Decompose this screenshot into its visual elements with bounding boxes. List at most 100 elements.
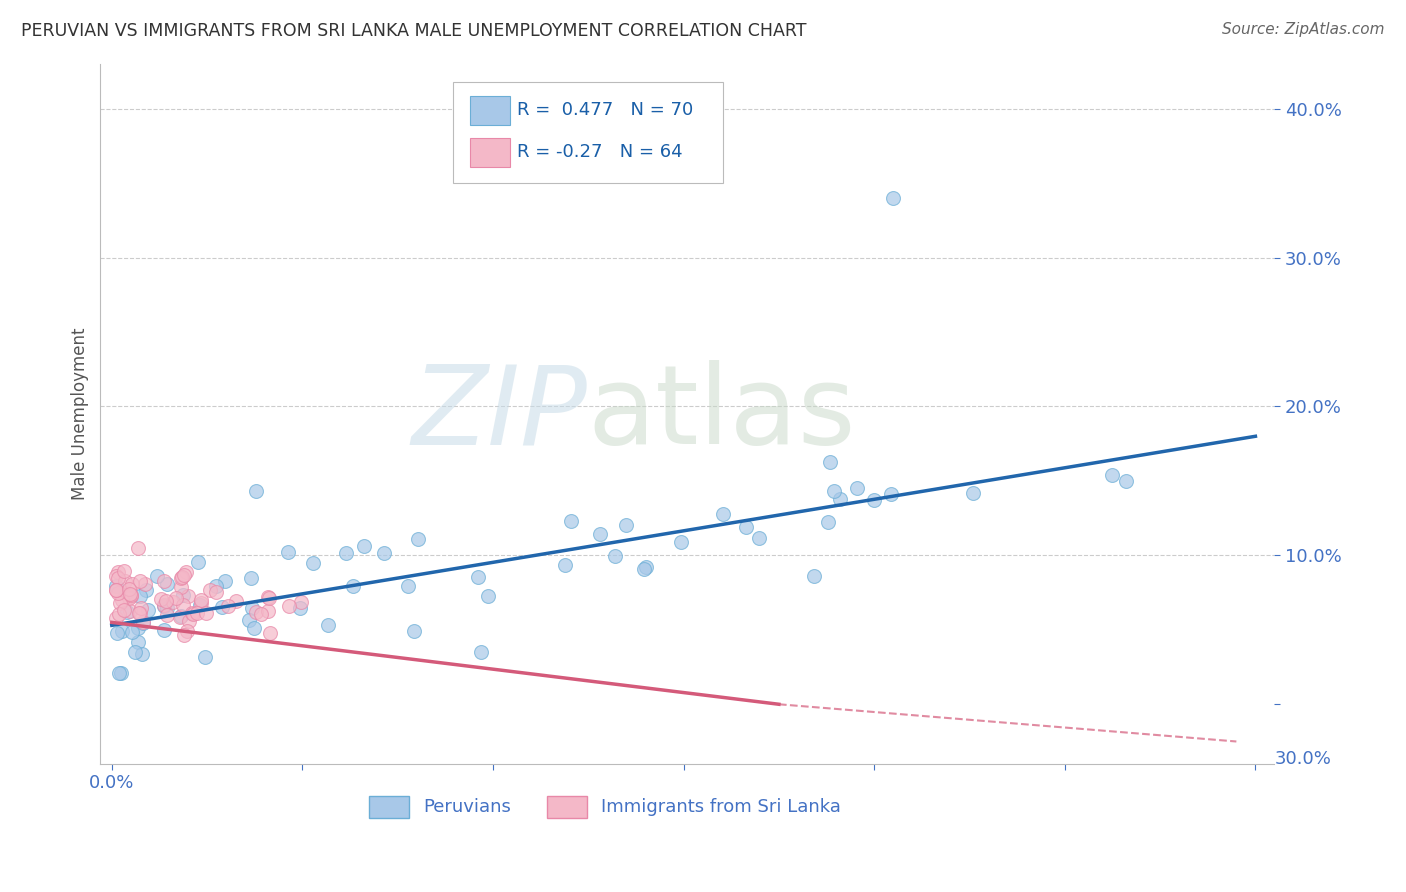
Point — [107, 571, 129, 585]
Point — [132, 615, 155, 629]
Point — [818, 455, 841, 469]
Point — [467, 570, 489, 584]
Point — [803, 569, 825, 583]
Point — [470, 645, 492, 659]
Point — [211, 599, 233, 614]
Point — [111, 593, 134, 607]
Point — [181, 606, 204, 620]
Point — [560, 514, 582, 528]
Point — [353, 539, 375, 553]
Point — [115, 586, 138, 600]
Text: PERUVIAN VS IMMIGRANTS FROM SRI LANKA MALE UNEMPLOYMENT CORRELATION CHART: PERUVIAN VS IMMIGRANTS FROM SRI LANKA MA… — [21, 22, 807, 40]
Point — [131, 648, 153, 662]
Point — [962, 485, 984, 500]
Point — [131, 615, 153, 630]
Point — [748, 531, 770, 545]
Point — [105, 626, 128, 640]
Point — [408, 532, 430, 546]
Text: 30.0%: 30.0% — [1274, 750, 1331, 768]
Point — [198, 583, 221, 598]
Point — [104, 611, 127, 625]
Text: atlas: atlas — [588, 360, 856, 467]
Point — [118, 582, 141, 596]
Point — [156, 577, 179, 591]
Text: R = -0.27   N = 64: R = -0.27 N = 64 — [517, 144, 683, 161]
Point — [108, 666, 131, 681]
Point — [128, 606, 150, 620]
Point — [245, 605, 267, 619]
Point — [342, 579, 364, 593]
Point — [404, 624, 426, 638]
Point — [111, 624, 134, 638]
Point — [108, 596, 131, 610]
FancyBboxPatch shape — [470, 137, 510, 167]
Point — [169, 609, 191, 624]
Text: R =  0.477   N = 70: R = 0.477 N = 70 — [517, 102, 693, 120]
Point — [150, 592, 173, 607]
Point — [633, 562, 655, 576]
Point — [112, 603, 135, 617]
Point — [477, 589, 499, 603]
Point — [156, 608, 179, 623]
Y-axis label: Male Unemployment: Male Unemployment — [72, 327, 89, 500]
Point — [373, 546, 395, 560]
Point — [152, 574, 174, 589]
Point — [603, 549, 626, 563]
Point — [181, 607, 204, 622]
Text: ZIP: ZIP — [412, 360, 588, 467]
Point — [108, 607, 131, 622]
Point — [176, 624, 198, 638]
Point — [172, 588, 194, 602]
Point — [124, 645, 146, 659]
Point — [118, 591, 141, 605]
Point — [153, 599, 176, 613]
Point — [165, 591, 187, 605]
Point — [243, 621, 266, 635]
Point — [614, 517, 637, 532]
Point — [225, 594, 247, 608]
Point — [204, 585, 226, 599]
Point — [153, 598, 176, 612]
Point — [245, 484, 267, 499]
Point — [882, 191, 904, 205]
Point — [1115, 474, 1137, 488]
Point — [238, 614, 260, 628]
Point — [277, 544, 299, 558]
Point — [316, 618, 339, 632]
Point — [1101, 468, 1123, 483]
Point — [172, 570, 194, 584]
Point — [256, 604, 278, 618]
Point — [173, 568, 195, 582]
Point — [112, 564, 135, 578]
Point — [120, 587, 142, 601]
Point — [156, 600, 179, 615]
Point — [162, 595, 184, 609]
Point — [301, 556, 323, 570]
Point — [589, 527, 612, 541]
FancyBboxPatch shape — [453, 81, 723, 183]
Point — [187, 555, 209, 569]
Point — [107, 586, 129, 600]
Point — [194, 606, 217, 620]
Point — [194, 649, 217, 664]
Point — [129, 607, 152, 621]
Text: Source: ZipAtlas.com: Source: ZipAtlas.com — [1222, 22, 1385, 37]
Point — [880, 487, 903, 501]
Point — [671, 534, 693, 549]
FancyBboxPatch shape — [470, 95, 510, 125]
Point — [170, 609, 193, 624]
Point — [828, 491, 851, 506]
Point — [107, 565, 129, 579]
Point — [188, 598, 211, 612]
Point — [288, 601, 311, 615]
Point — [104, 582, 127, 597]
Point — [186, 606, 208, 620]
Point — [259, 626, 281, 640]
Point — [104, 568, 127, 582]
Point — [634, 560, 657, 574]
Point — [179, 615, 201, 629]
Point — [127, 541, 149, 555]
Point — [169, 571, 191, 585]
Point — [257, 590, 280, 604]
Point — [217, 599, 239, 613]
